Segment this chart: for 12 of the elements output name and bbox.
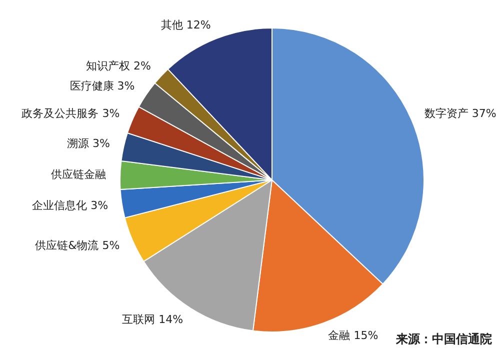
slice-label: 供应链&物流 5%	[35, 238, 120, 252]
slice-label: 数字资产 37%	[424, 107, 496, 120]
slice-label: 金融 15%	[328, 329, 378, 342]
slice-label: 供应链金融	[51, 168, 106, 181]
slice-label: 其他 12%	[160, 18, 211, 32]
source-note: 来源：中国信通院	[395, 332, 492, 346]
slice-label: 互联网 14%	[122, 313, 184, 326]
slice-label: 知识产权 2%	[86, 59, 151, 72]
slice-label: 医疗健康 3%	[70, 80, 135, 93]
slice-label: 企业信息化 3%	[32, 198, 108, 212]
slice-label: 溯源 3%	[67, 136, 110, 150]
slice-label: 政务及公共服务 3%	[22, 107, 120, 120]
